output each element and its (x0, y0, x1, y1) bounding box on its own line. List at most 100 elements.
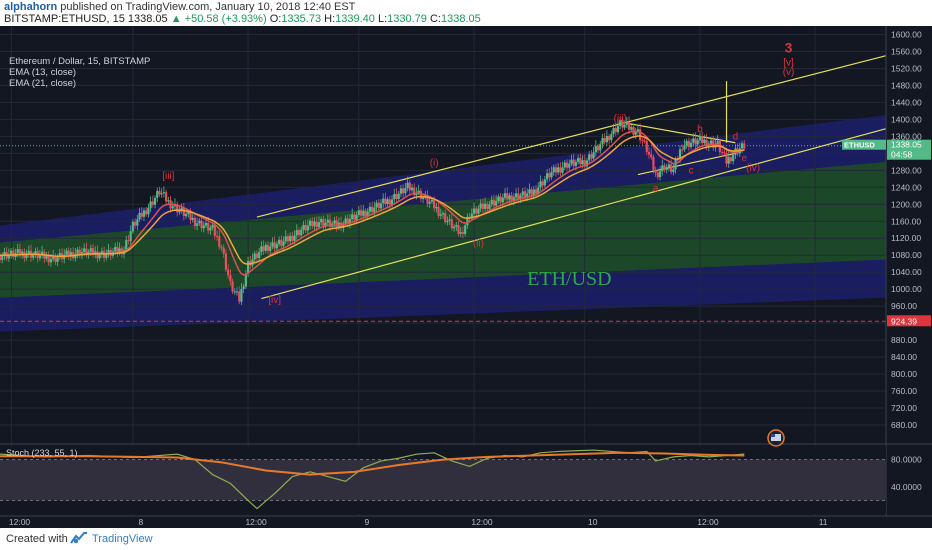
candle-body (404, 187, 407, 194)
wave-label: b (697, 124, 703, 135)
price-chart[interactable]: ETH/USD [iii] [iv] (i) (ii) (iii) a b c de(iv) 3 [v… (0, 26, 932, 528)
candle-body (258, 252, 261, 259)
channel-upper-line[interactable] (256, 55, 887, 218)
tradingview-logo-icon[interactable] (70, 532, 88, 544)
candle-body (616, 126, 620, 133)
wave-label: (v) (783, 67, 795, 78)
time-axis-tick: 12:00 (9, 517, 31, 527)
candle-body (297, 230, 301, 236)
candle-body (395, 194, 398, 200)
candle-body (262, 246, 265, 251)
candle-body (138, 212, 141, 220)
candle-body (1, 255, 4, 260)
stoch-band (0, 459, 886, 501)
candle-body (537, 187, 540, 194)
candle-body (189, 211, 192, 220)
candle-body (25, 254, 28, 258)
symbol-tag-label: ETHUSD (844, 141, 875, 150)
channel-lower-line[interactable] (261, 128, 887, 300)
price-axis-tick: 1440.00 (891, 97, 922, 107)
candle-body (328, 219, 332, 227)
price-axis-tick: 1520.00 (891, 63, 922, 73)
candle-body (703, 139, 706, 144)
candle-body (481, 203, 484, 209)
candle-body (497, 196, 500, 202)
candle-body (322, 218, 325, 227)
wave-label: [iv] (268, 295, 281, 306)
candle-body (151, 201, 154, 205)
bar-countdown: 04:58 (891, 150, 913, 160)
candle-body (280, 239, 283, 246)
candle-body (32, 254, 35, 258)
candle-body (40, 251, 44, 255)
candle-body (727, 157, 730, 164)
candle-body (69, 252, 72, 257)
open-value: 1335.73 (281, 13, 322, 25)
price-axis-tick: 1280.00 (891, 165, 922, 175)
candle-body (603, 138, 606, 143)
wave-label: c (689, 166, 694, 177)
candle-body (54, 255, 57, 262)
candle-body (129, 231, 132, 241)
candle-body (371, 206, 374, 213)
tradingview-brand[interactable]: TradingView (92, 533, 153, 545)
candle-body (366, 211, 369, 217)
triangle-upper-line[interactable] (628, 123, 736, 144)
triangle-lower-line[interactable] (637, 152, 736, 176)
candle-body (145, 210, 148, 215)
candle-body (220, 247, 223, 249)
candle-body (663, 165, 666, 170)
price-axis-tick: 1000.00 (891, 284, 922, 294)
stoch-k-line[interactable] (0, 449, 745, 510)
candle-body (131, 221, 134, 232)
legend-ema13[interactable]: EMA (13, close) (9, 67, 77, 78)
candle-body (302, 224, 305, 230)
candle-body (397, 193, 400, 200)
legend-ema21[interactable]: EMA (21, close) (9, 78, 77, 89)
candle-body (251, 259, 254, 266)
candle-body (0, 255, 2, 260)
candle-body (410, 187, 414, 191)
candle-body (492, 199, 496, 206)
price-axis-tick: 1480.00 (891, 80, 922, 90)
candle-body (608, 136, 611, 141)
candle-body (27, 250, 30, 255)
candle-body (585, 160, 589, 167)
candle-body (149, 201, 152, 208)
candle-body (386, 199, 389, 205)
candle-body (610, 134, 613, 141)
candle-body (546, 173, 549, 180)
candle-body (550, 172, 553, 178)
candle-body (670, 164, 673, 173)
candle-body (89, 248, 92, 252)
candle-body (114, 246, 117, 252)
candle-body (627, 122, 631, 130)
candle-body (594, 146, 597, 153)
price-axis-tick: 760.00 (891, 386, 917, 396)
candle-body (284, 236, 287, 242)
ema-21-line[interactable] (0, 135, 745, 265)
candle-body (351, 214, 354, 220)
candle-body (685, 140, 688, 146)
candle-body (3, 252, 6, 256)
candle-body (483, 203, 487, 209)
grid-lines (0, 26, 886, 516)
low-value: 1330.79 (387, 13, 427, 25)
candle-body (435, 206, 438, 209)
wave-label: d (733, 131, 739, 142)
candle-body (539, 181, 542, 188)
candle-body (16, 249, 19, 254)
candle-body (441, 213, 445, 215)
author-name[interactable]: alphahorn (4, 1, 58, 13)
candle-body (65, 250, 68, 255)
candle-body (359, 210, 363, 216)
candle-body (570, 159, 573, 164)
candle-body (508, 195, 511, 200)
candle-body (572, 159, 575, 166)
chart-area[interactable]: ETH/USD [iii] [iv] (i) (ii) (iii) a b c d e (iv) 3 [v… (0, 26, 932, 528)
stoch-d-line[interactable] (0, 451, 745, 476)
candle-body (588, 154, 591, 161)
candle-body (725, 152, 728, 164)
candle-body (235, 291, 239, 293)
footer-bar: Created with TradingView (0, 528, 932, 550)
